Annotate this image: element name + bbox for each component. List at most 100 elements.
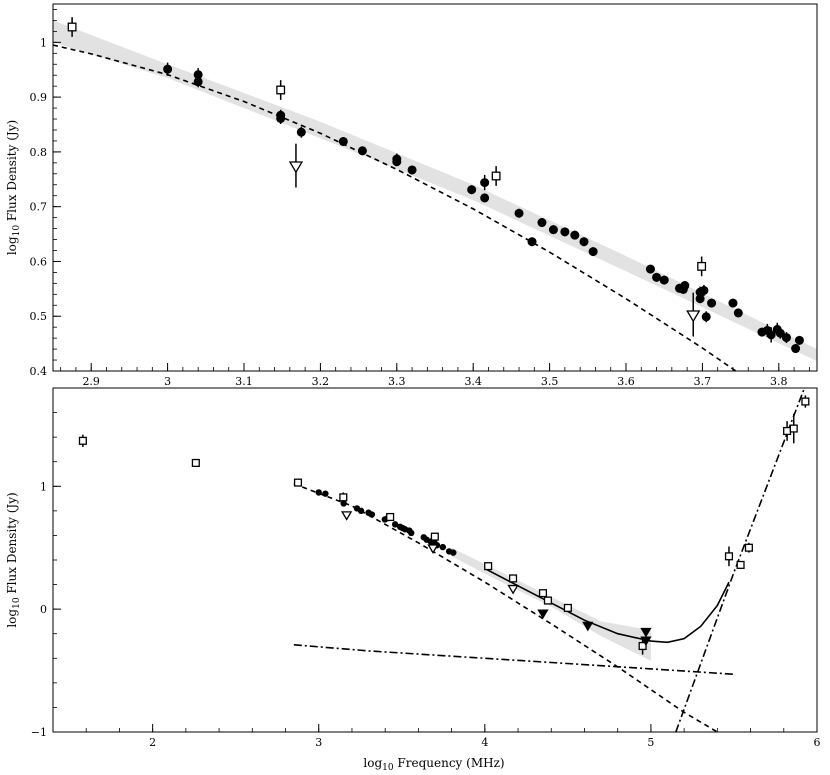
data-point-square: [339, 493, 348, 502]
data-point-square: [78, 436, 87, 445]
bottom-data-points: [78, 395, 810, 655]
x-tick-label: 3.5: [541, 375, 559, 388]
top-y-axis-label-subscript: 10: [12, 225, 22, 237]
top-y-axis-label-rest: Flux Density (Jy): [5, 120, 19, 225]
y-tick-label: 0.9: [30, 91, 48, 104]
x-tick-label: 3.2: [312, 375, 330, 388]
model-curve-dashed: [293, 483, 718, 732]
data-point-circle: [408, 529, 415, 537]
x-tick-label: 6: [814, 736, 821, 749]
data-point-square: [484, 562, 493, 571]
model-curve-dashed: [53, 44, 738, 371]
data-point-square: [789, 424, 798, 433]
data-point-circle: [652, 272, 662, 282]
data-point-circle: [645, 264, 655, 274]
model-curve-solid: [484, 567, 730, 644]
data-point-square: [563, 603, 572, 612]
x-tick-label: 3.7: [694, 375, 712, 388]
y-tick-label: 0.7: [30, 201, 48, 214]
data-point-circle: [794, 335, 804, 345]
x-tick-label: 3.8: [770, 375, 788, 388]
top-y-axis-label-main: log: [5, 236, 19, 255]
data-point-square: [744, 543, 753, 552]
y-tick-label: 0.5: [30, 310, 48, 323]
data-point-circle: [480, 178, 490, 188]
data-point-circle: [450, 549, 457, 556]
data-point-triangle: [640, 627, 652, 638]
data-point-square: [430, 532, 439, 541]
data-point-square: [386, 512, 395, 522]
top-model-bands: [53, 20, 817, 362]
data-point-circle: [695, 294, 705, 304]
top-axis-ticks: 2.9 3 3.1 3.2 3.3 3.4 3.5 3.6 3.7 3.8 0.4 0.5 0.6 0.7…: [30, 9, 810, 388]
data-point-circle: [537, 218, 547, 228]
data-point-triangle: [288, 161, 304, 174]
data-point-circle: [193, 77, 203, 87]
bottom-panel: 2 3 4 5 6 −1 0 1 log10 Flux Density (Jy): [5, 387, 821, 749]
data-point-circle: [480, 193, 490, 203]
data-point-square: [697, 261, 707, 271]
data-point-square: [543, 596, 552, 605]
x-tick-label: 3.4: [464, 375, 482, 388]
data-point-circle: [527, 237, 537, 247]
top-panel: 2.9 3 3.1 3.2 3.3 3.4 3.5 3.6 3.7 3.8 0.4 0.5 0.6 0.7…: [5, 3, 818, 388]
data-point-circle: [659, 275, 669, 285]
data-point-circle: [548, 225, 558, 235]
y-tick-label: 0.4: [30, 365, 48, 378]
data-point-circle: [357, 146, 367, 156]
x-tick-label: 3: [164, 375, 171, 388]
data-point-circle: [193, 70, 203, 80]
bottom-axis-ticks: 2 3 4 5 6 −1 0 1: [31, 387, 821, 749]
data-point-circle: [728, 298, 738, 308]
data-point-square: [276, 85, 286, 95]
data-point-circle: [439, 543, 447, 551]
x-axis-label: log10 Frequency (MHz): [363, 756, 504, 773]
data-point-circle: [357, 507, 365, 515]
data-point-circle: [791, 344, 801, 354]
model-confidence-band: [53, 20, 817, 362]
y-tick-label: 0: [40, 603, 47, 616]
data-point-circle: [588, 247, 598, 257]
x-tick-label: 2: [149, 736, 156, 749]
data-point-triangle: [582, 621, 594, 632]
y-tick-label: 0.6: [30, 255, 48, 268]
data-point-circle: [579, 237, 589, 247]
y-tick-label: 1: [40, 36, 47, 49]
top-model-curves: [53, 44, 738, 371]
data-point-circle: [514, 208, 524, 218]
data-point-square: [538, 589, 548, 598]
data-point-circle: [368, 511, 376, 518]
data-point-square: [491, 171, 501, 181]
x-axis-label-subscript: 10: [382, 763, 394, 773]
data-point-circle: [322, 490, 329, 497]
data-point-square: [724, 552, 734, 561]
data-point-circle: [699, 285, 709, 295]
data-point-circle: [276, 113, 286, 123]
x-tick-label: 3.3: [388, 375, 406, 388]
top-plot-frame: [52, 3, 818, 372]
data-point-circle: [781, 333, 791, 343]
data-point-circle: [467, 185, 477, 195]
data-point-circle: [766, 330, 776, 340]
x-tick-label: 2.9: [82, 375, 100, 388]
x-axis-label-main: log: [363, 756, 382, 770]
data-point-square: [293, 478, 303, 487]
data-point-triangle: [427, 544, 439, 554]
data-point-circle: [391, 521, 399, 528]
data-point-square: [783, 426, 792, 436]
x-tick-label: 4: [481, 736, 488, 749]
data-point-circle: [296, 127, 306, 137]
x-tick-label: 5: [647, 736, 654, 749]
model-curve-dash-dot: [293, 643, 735, 676]
data-point-square: [638, 641, 647, 651]
data-point-circle: [392, 157, 402, 167]
data-point-circle: [707, 298, 717, 308]
data-point-triangle: [341, 511, 353, 521]
bottom-y-axis-label: log10 Flux Density (Jy): [5, 492, 22, 627]
data-point-triangle: [537, 609, 549, 620]
data-point-square: [509, 574, 518, 583]
x-axis-label-rest: Frequency (MHz): [394, 756, 505, 770]
data-point-circle: [163, 64, 173, 74]
model-curve-dash-dot: [675, 388, 806, 732]
